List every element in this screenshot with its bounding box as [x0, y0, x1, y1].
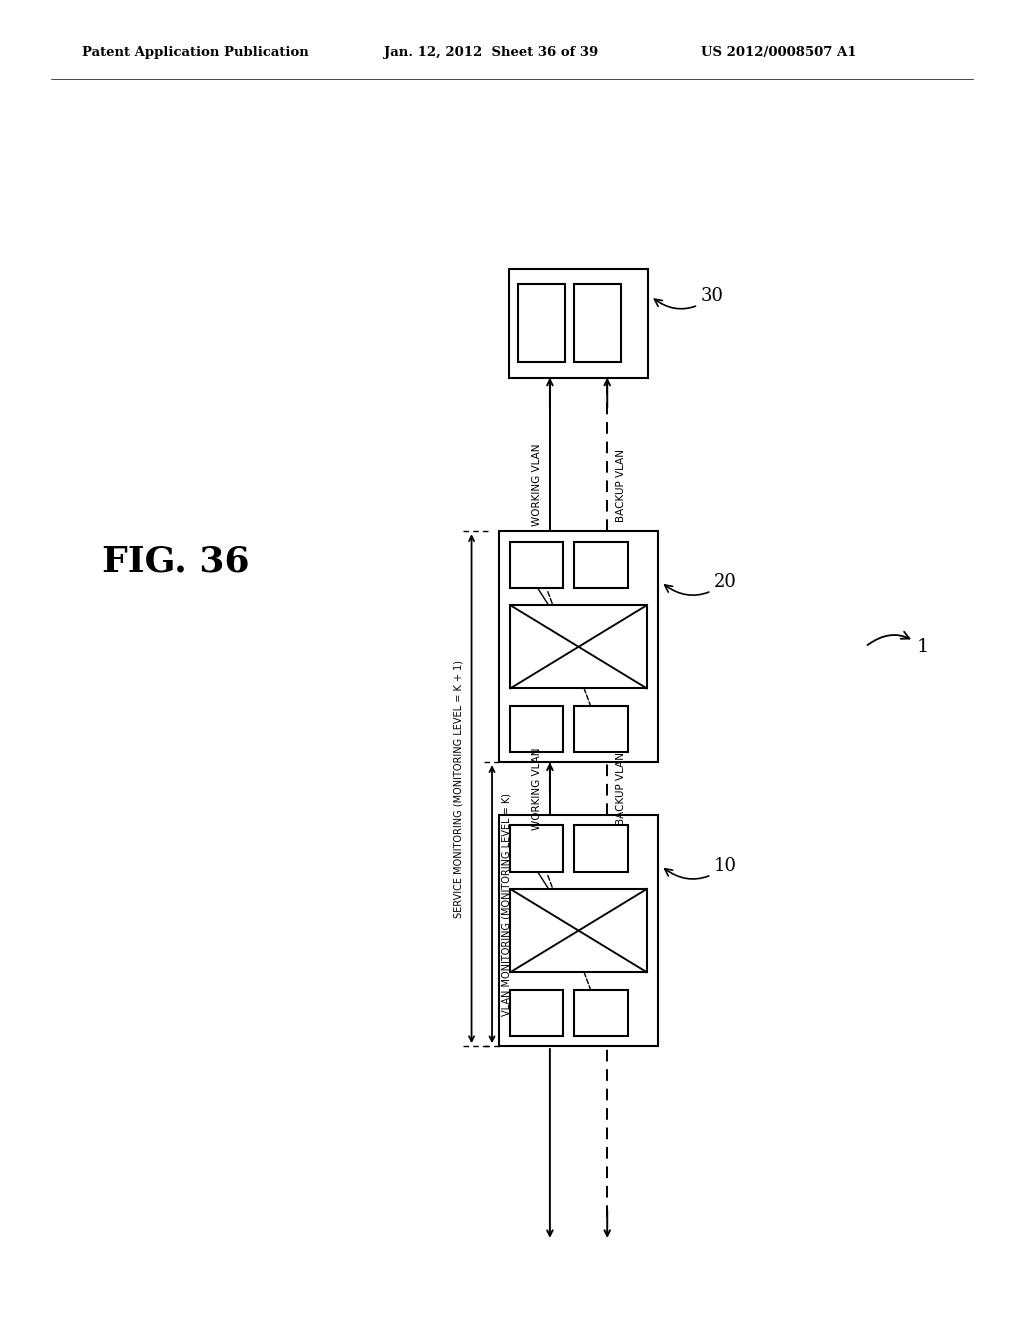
Text: VLAN MONITORING (MONITORING LEVEL = K): VLAN MONITORING (MONITORING LEVEL = K)	[502, 793, 511, 1015]
Text: Jan. 12, 2012  Sheet 36 of 39: Jan. 12, 2012 Sheet 36 of 39	[384, 46, 598, 59]
Bar	[510, 605, 647, 689]
Text: 1: 1	[867, 632, 929, 656]
Text: WORKING VLAN: WORKING VLAN	[531, 747, 542, 830]
Bar	[510, 990, 563, 1036]
Text: 10: 10	[665, 857, 737, 879]
Text: BACKUP VLAN: BACKUP VLAN	[615, 449, 626, 521]
Text: SERVICE MONITORING (MONITORING LEVEL = K + 1): SERVICE MONITORING (MONITORING LEVEL = K…	[454, 660, 463, 917]
Text: US 2012/0008507 A1: US 2012/0008507 A1	[701, 46, 857, 59]
Bar	[573, 541, 628, 587]
Bar	[510, 825, 563, 871]
Bar	[518, 284, 565, 363]
Text: Patent Application Publication: Patent Application Publication	[82, 46, 308, 59]
Bar	[499, 816, 657, 1045]
Text: FIG. 36: FIG. 36	[102, 544, 250, 578]
Text: 30: 30	[654, 288, 724, 309]
Bar	[573, 990, 628, 1036]
Bar	[510, 541, 563, 587]
Text: WORKING VLAN: WORKING VLAN	[531, 444, 542, 527]
Bar	[510, 890, 647, 972]
Bar	[510, 706, 563, 752]
Bar	[509, 269, 647, 378]
Text: 20: 20	[665, 573, 737, 595]
Bar	[573, 706, 628, 752]
Bar	[499, 532, 657, 763]
Bar	[574, 284, 622, 363]
Bar	[573, 825, 628, 871]
Text: BACKUP VLAN: BACKUP VLAN	[615, 752, 626, 825]
